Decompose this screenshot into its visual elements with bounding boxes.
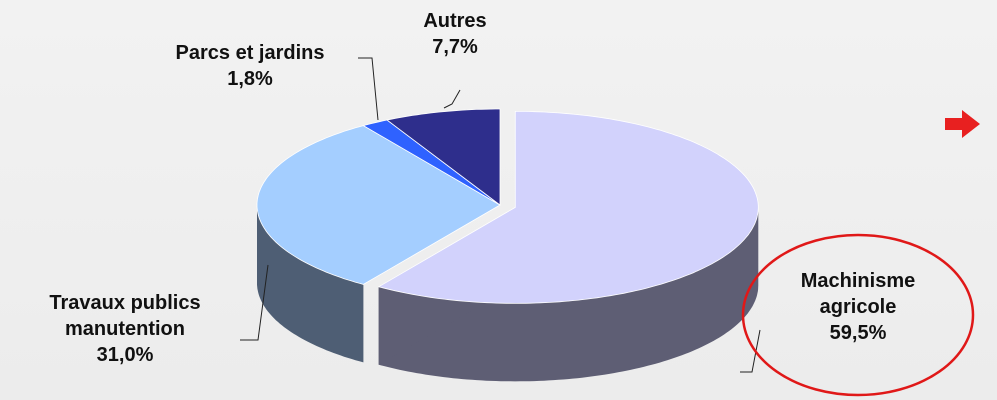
leader-lines xyxy=(240,57,761,373)
highlight-ellipse xyxy=(741,233,975,397)
pie-slice xyxy=(362,119,501,206)
category-label: Machinisme agricole xyxy=(800,270,916,318)
slice-label: Machinisme agricole 59,5% xyxy=(783,268,933,346)
leader-line xyxy=(240,264,269,341)
pie-slice-side xyxy=(257,205,364,363)
pie-slice xyxy=(256,125,501,285)
value-label: 7,7% xyxy=(432,36,478,58)
category-label: Autres xyxy=(423,10,487,32)
pie-tops xyxy=(256,108,759,304)
value-label: 59,5% xyxy=(829,322,887,344)
pie-slice xyxy=(386,108,501,206)
slice-label: Travaux publics manutention 31,0% xyxy=(10,290,240,368)
category-label: Travaux publics manutention xyxy=(49,292,201,340)
leader-line xyxy=(358,57,379,121)
slice-label: Parcs et jardins 1,8% xyxy=(130,40,370,92)
category-label: Parcs et jardins xyxy=(175,42,325,64)
arrow-icon xyxy=(945,110,980,138)
slice-label: Autres 7,7% xyxy=(395,8,515,60)
value-label: 1,8% xyxy=(227,68,273,90)
value-label: 31,0% xyxy=(96,344,154,366)
leader-line xyxy=(740,329,761,373)
pie-slice xyxy=(377,111,759,304)
leader-line xyxy=(443,89,461,109)
pie-slice-side xyxy=(378,207,759,382)
